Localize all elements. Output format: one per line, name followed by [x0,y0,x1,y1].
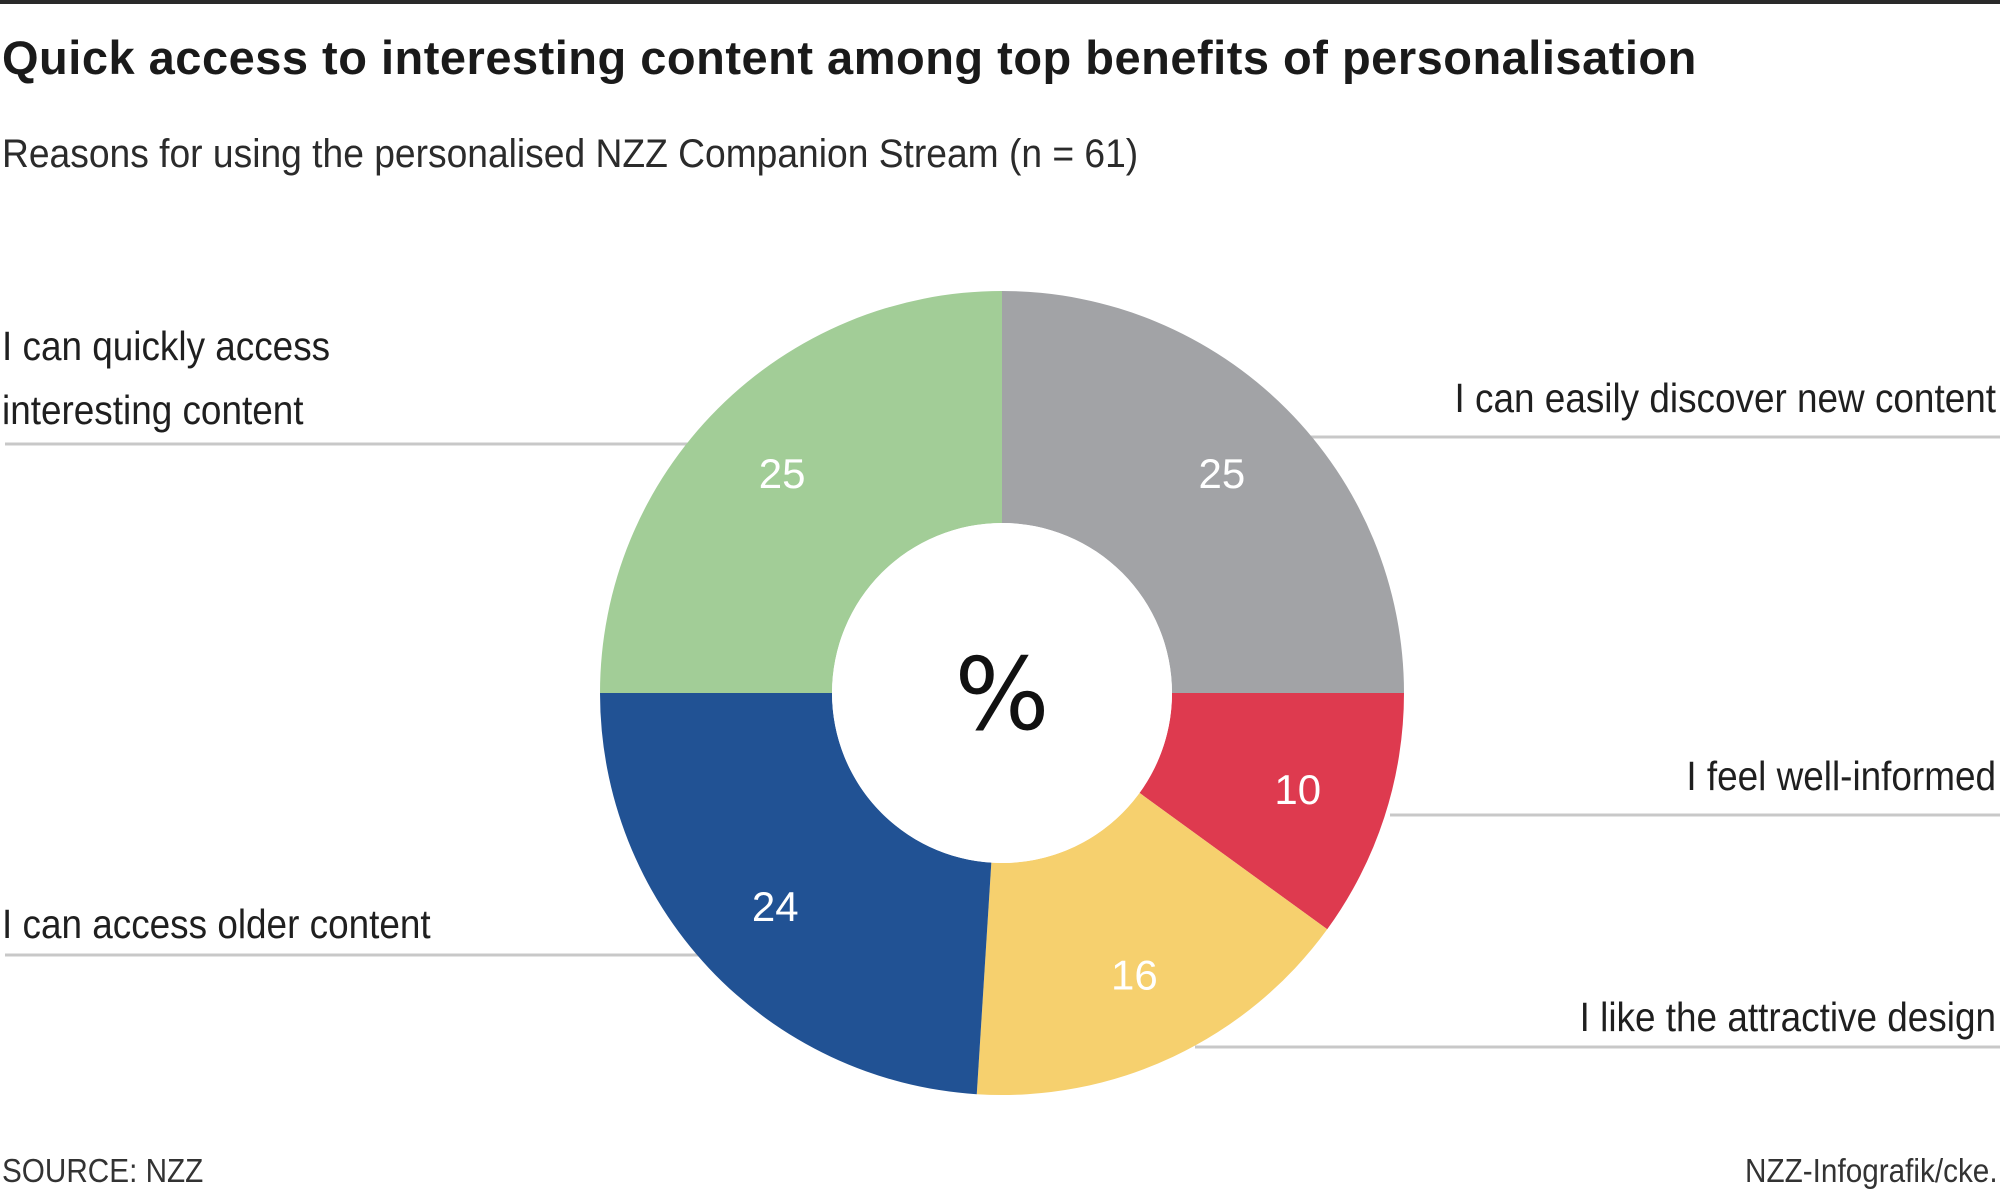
slice-value-labels: 25 10 16 24 25 [752,450,1321,998]
source-note: SOURCE: NZZ [2,1152,204,1189]
leader-lines [5,435,2000,1049]
category-label-i-can-access-older-content: I can access older content [2,902,431,947]
category-label-i-can-easily-discover-new-content: I can easily discover new content [1455,376,1997,421]
chart-subtitle: Reasons for using the personalised NZZ C… [2,132,1139,176]
slice-i-can-easily-discover-new-content [1002,291,1404,693]
center-percent-label: % [954,636,1049,753]
slice-i-can-access-older-content [600,693,992,1095]
value-label-i-can-access-older-content: 24 [752,883,799,930]
category-labels: I can easily discover new content I feel … [2,324,1996,1040]
chart-title: Quick access to interesting content amon… [2,31,1697,84]
category-label-i-can-quickly-access-interesting-content: I can quickly access interesting content [2,324,330,433]
category-label-i-feel-well-informed: I feel well-informed [1686,754,1996,799]
donut-hole [832,523,1172,863]
value-label-i-like-the-attractive-design: 16 [1111,951,1158,998]
slice-i-can-quickly-access-interesting-content [600,291,1002,693]
graphic-credit: NZZ-Infografik/cke. [1745,1152,1998,1189]
value-label-i-can-easily-discover-new-content: 25 [1199,450,1246,497]
slice-i-like-the-attractive-design [976,792,1328,1095]
donut-slices [600,291,1404,1095]
slice-i-feel-well-informed [1139,693,1404,930]
value-label-i-feel-well-informed: 10 [1274,766,1321,813]
top-rule [0,0,2000,4]
category-label-i-like-the-attractive-design: I like the attractive design [1580,995,1996,1040]
value-label-i-can-quickly-access-interesting-content: 25 [759,450,806,497]
